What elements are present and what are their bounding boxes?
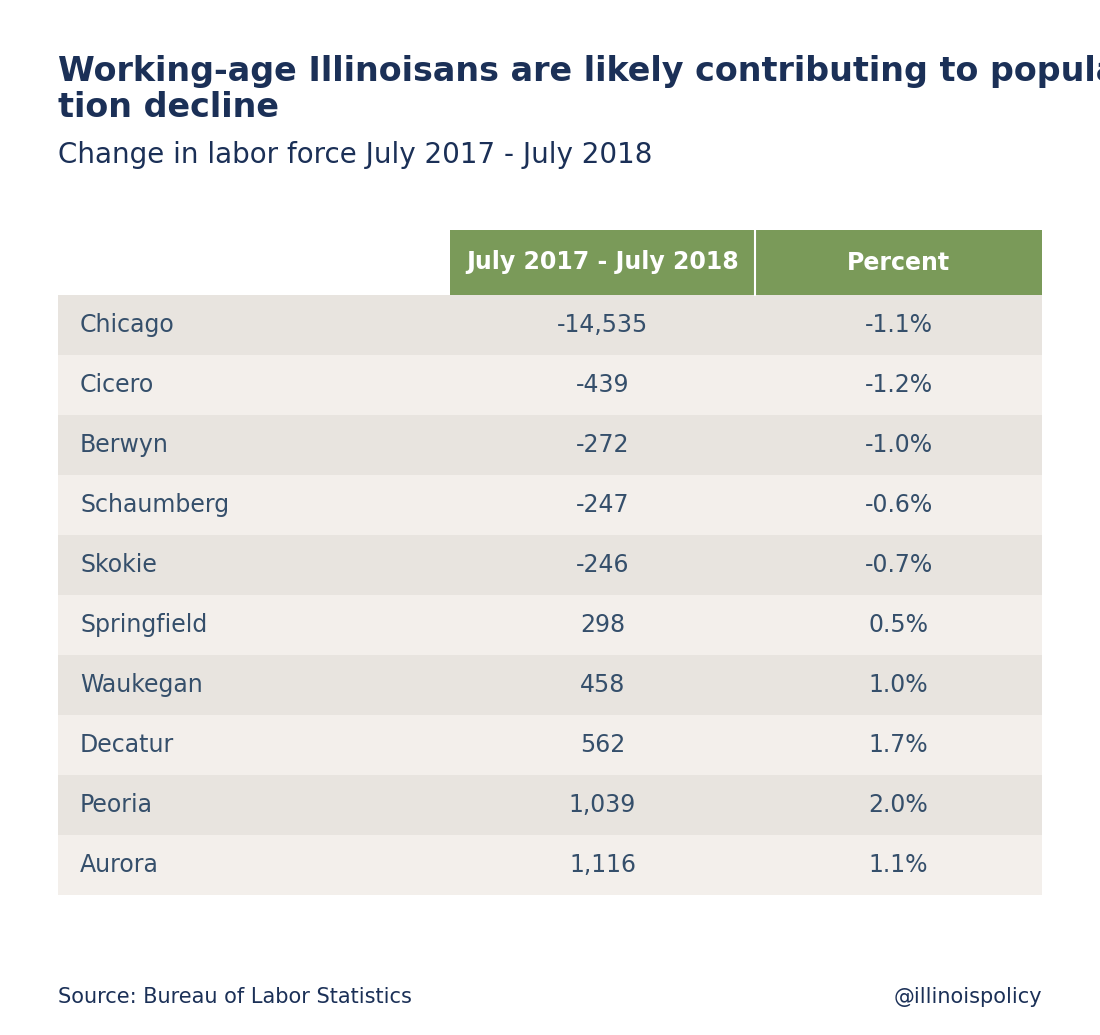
Text: Cicero: Cicero <box>80 373 154 397</box>
Text: 2.0%: 2.0% <box>869 793 928 817</box>
Text: -272: -272 <box>575 433 629 457</box>
Bar <box>58 475 1042 535</box>
Text: Chicago: Chicago <box>80 313 175 337</box>
Text: Decatur: Decatur <box>80 733 174 757</box>
Text: Change in labor force July 2017 - July 2018: Change in labor force July 2017 - July 2… <box>58 141 652 169</box>
Text: 1.1%: 1.1% <box>869 853 928 877</box>
Text: -1.2%: -1.2% <box>865 373 933 397</box>
Bar <box>58 355 1042 415</box>
Text: July 2017 - July 2018: July 2017 - July 2018 <box>466 250 739 274</box>
Text: Working-age Illinoisans are likely contributing to popula-: Working-age Illinoisans are likely contr… <box>58 55 1100 88</box>
Text: 298: 298 <box>580 613 625 637</box>
Bar <box>58 535 1042 595</box>
Text: @illinoispolicy: @illinoispolicy <box>893 987 1042 1007</box>
Text: 0.5%: 0.5% <box>869 613 928 637</box>
Text: Skokie: Skokie <box>80 553 157 576</box>
Text: -14,535: -14,535 <box>557 313 648 337</box>
Text: 1,039: 1,039 <box>569 793 636 817</box>
Text: -439: -439 <box>575 373 629 397</box>
Bar <box>58 295 1042 355</box>
Text: Aurora: Aurora <box>80 853 158 877</box>
Text: tion decline: tion decline <box>58 91 279 124</box>
Bar <box>58 655 1042 715</box>
Text: 562: 562 <box>580 733 625 757</box>
Text: 1.0%: 1.0% <box>869 673 928 697</box>
Text: Berwyn: Berwyn <box>80 433 169 457</box>
Text: Schaumberg: Schaumberg <box>80 493 229 518</box>
Bar <box>58 595 1042 655</box>
Bar <box>58 715 1042 775</box>
Text: -246: -246 <box>575 553 629 576</box>
Text: -0.6%: -0.6% <box>865 493 933 518</box>
Text: 1.7%: 1.7% <box>869 733 928 757</box>
Text: Springfield: Springfield <box>80 613 207 637</box>
Text: Percent: Percent <box>847 250 950 274</box>
Text: -247: -247 <box>575 493 629 518</box>
Bar <box>450 230 1042 295</box>
Text: Waukegan: Waukegan <box>80 673 202 697</box>
Text: Source: Bureau of Labor Statistics: Source: Bureau of Labor Statistics <box>58 987 411 1007</box>
Text: Peoria: Peoria <box>80 793 153 817</box>
Bar <box>58 775 1042 835</box>
Text: -1.0%: -1.0% <box>865 433 933 457</box>
Text: -1.1%: -1.1% <box>865 313 933 337</box>
Text: -0.7%: -0.7% <box>865 553 933 576</box>
Bar <box>58 415 1042 475</box>
Text: 1,116: 1,116 <box>569 853 636 877</box>
Bar <box>58 835 1042 895</box>
Text: 458: 458 <box>580 673 625 697</box>
